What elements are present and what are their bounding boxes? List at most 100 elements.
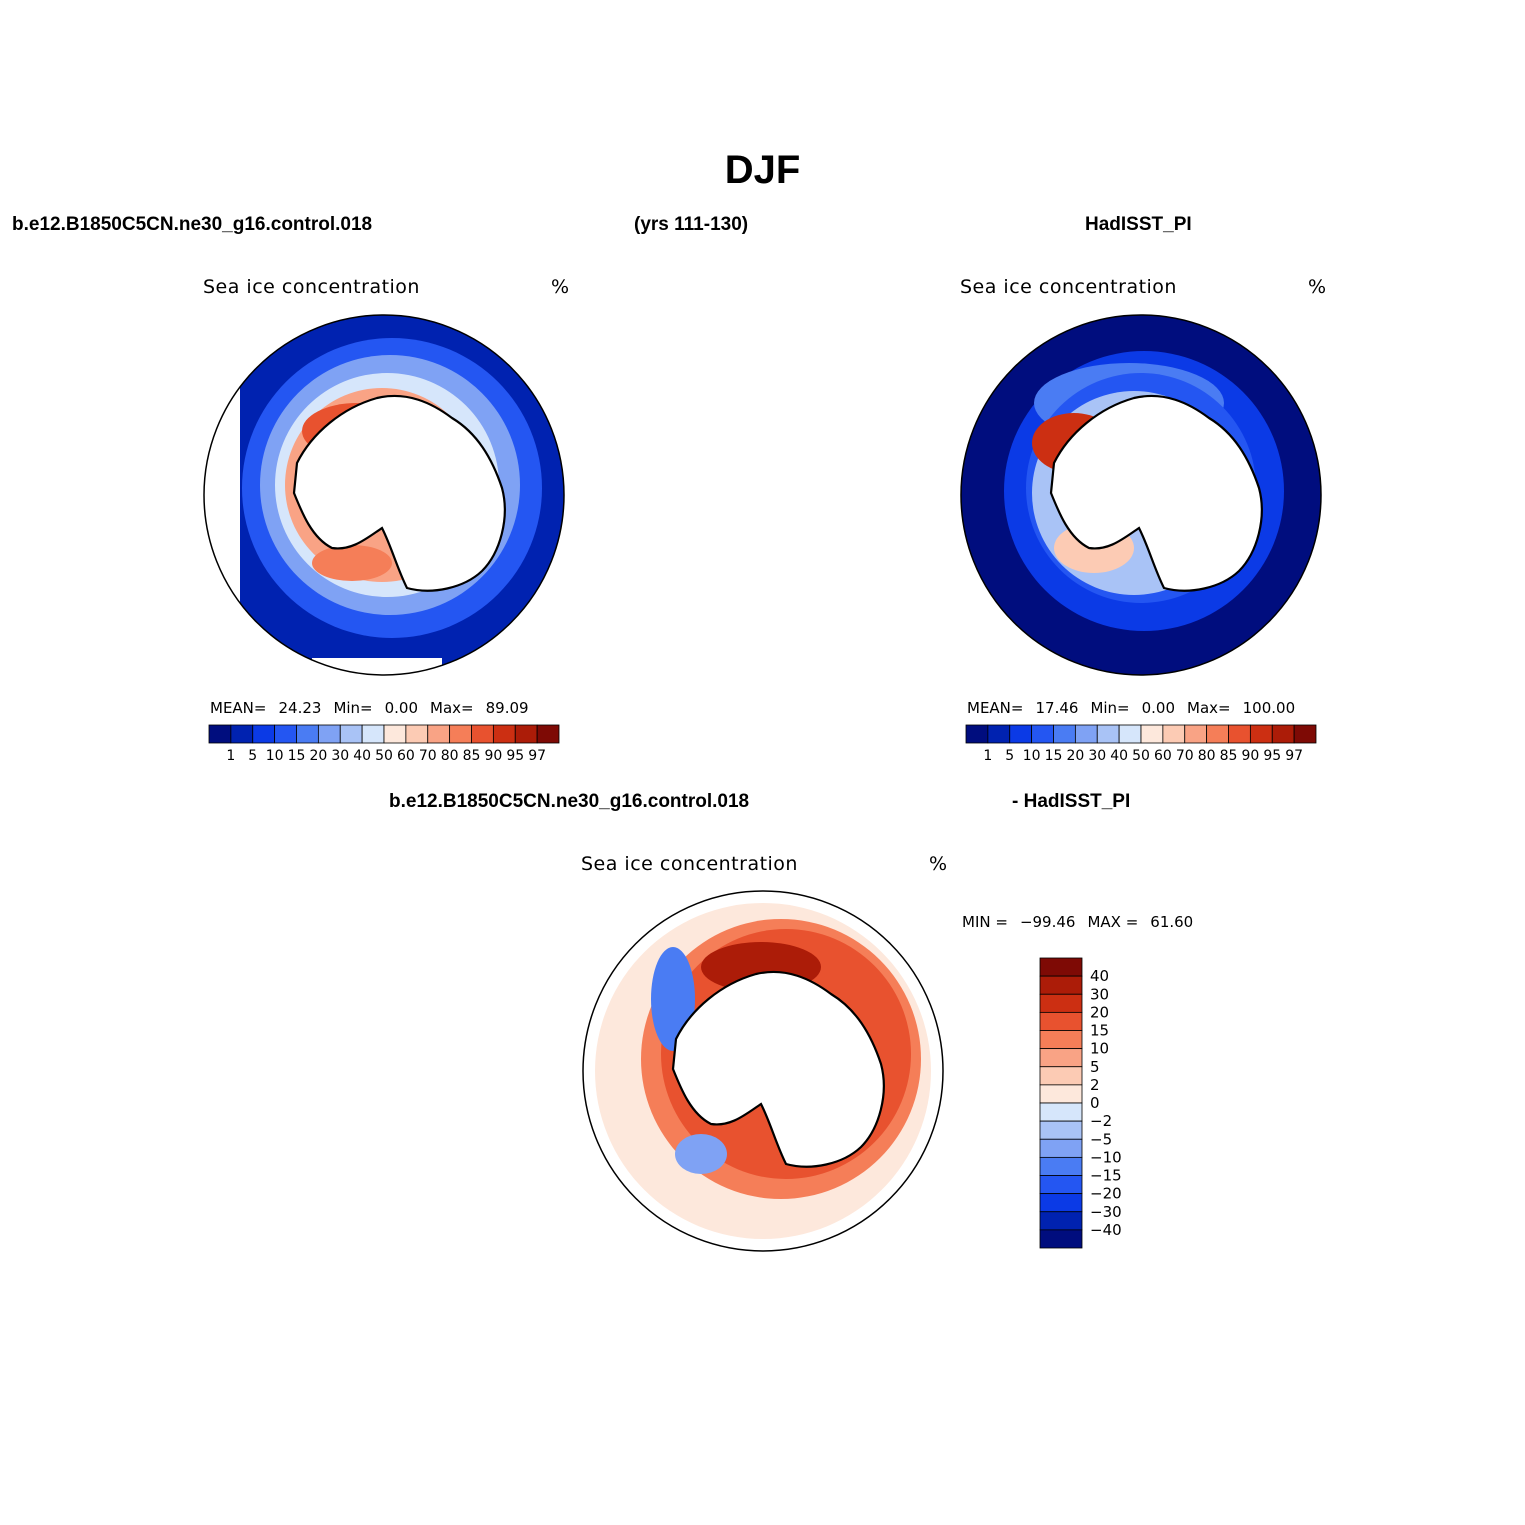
model-colorbar-box-7 (361, 724, 385, 744)
obs-colorbar-box-15 (1293, 724, 1317, 744)
diff-colorbar-tick: 20 (1090, 1003, 1109, 1021)
obs-colorbar-box-9 (1162, 724, 1186, 744)
model-colorbar-box-8 (383, 724, 407, 744)
diff-stats: MIN = −99.46 MAX = 61.60 (962, 913, 1194, 931)
obs-colorbar-tick: 80 (1197, 748, 1216, 764)
model-colorbar-tick: 5 (248, 748, 258, 764)
diff-colorbar-tick: −2 (1090, 1112, 1112, 1130)
model-colorbar-box-2 (252, 724, 276, 744)
diff-colorbar-tick: −10 (1090, 1148, 1122, 1166)
obs-colorbar-box-1 (987, 724, 1011, 744)
model-missing-west (204, 373, 240, 643)
obs-stats: MEAN= 17.46 Min= 0.00 Max= 100.00 (967, 699, 1296, 717)
model-colorbar-tick: 85 (462, 748, 481, 764)
diff-colorbar-box-0 (1039, 957, 1083, 977)
diff-colorbar-box-2 (1039, 993, 1083, 1013)
model-colorbar-box-13 (492, 724, 516, 744)
diff-colorbar-box-10 (1039, 1138, 1083, 1158)
obs-colorbar-box-2 (1009, 724, 1033, 744)
model-colorbar-box-15 (536, 724, 560, 744)
model-colorbar-tick: 1 (226, 748, 236, 764)
diff-colorbar-tick: 5 (1090, 1058, 1100, 1076)
diff-colorbar-tick: −20 (1090, 1185, 1122, 1203)
obs-colorbar-box-5 (1074, 724, 1098, 744)
diff-panel-units: % (929, 853, 948, 875)
model-colorbar-tick: 10 (265, 748, 284, 764)
model-colorbar-tick: 97 (528, 748, 547, 764)
diff-colorbar-tick: 2 (1090, 1076, 1100, 1094)
model-panel-title: Sea ice concentration (203, 276, 420, 298)
model-colorbar-tick: 50 (375, 748, 393, 764)
diff-colorbar-tick: −5 (1090, 1130, 1112, 1148)
diff-colorbar-tick: −40 (1090, 1221, 1122, 1239)
diff-colorbar-tick: 40 (1090, 967, 1109, 985)
obs-colorbar-box-8 (1140, 724, 1164, 744)
model-colorbar-box-5 (317, 724, 341, 744)
diff-colorbar-box-12 (1039, 1175, 1083, 1195)
figure-title: DJF (724, 148, 801, 192)
diff-colorbar-box-5 (1039, 1048, 1083, 1068)
diff-polar-map (582, 890, 944, 1252)
diff-colorbar-box-14 (1039, 1211, 1083, 1231)
obs-colorbar-tick: 15 (1044, 748, 1063, 764)
obs-colorbar-tick: 85 (1219, 748, 1238, 764)
obs-colorbar-tick: 95 (1263, 748, 1282, 764)
diff-colorbar-box-8 (1039, 1102, 1083, 1122)
diff-colorbar-box-13 (1039, 1193, 1083, 1213)
obs-name-label: HadISST_PI (1085, 214, 1192, 235)
model-colorbar-box-11 (449, 724, 472, 744)
model-panel-units: % (551, 276, 570, 298)
obs-colorbar-tick: 60 (1153, 748, 1172, 764)
obs-panel-title: Sea ice concentration (960, 276, 1177, 298)
model-colorbar-box-12 (471, 724, 494, 744)
model-colorbar-box-10 (427, 724, 451, 744)
diff-antarctica (671, 970, 885, 1168)
model-colorbar-ticks: 1 5 10 15 20 30 40 50 60 70 80 85 90 95 97 (208, 748, 560, 766)
diff-colorbar-box-6 (1039, 1066, 1083, 1086)
diff-colorbar-box-3 (1039, 1011, 1083, 1031)
model-polar-map (203, 314, 565, 676)
years-label: (yrs 111-130) (634, 214, 749, 235)
model-colorbar-box-6 (339, 724, 363, 744)
obs-colorbar-tick: 30 (1088, 748, 1107, 764)
diff-colorbar-box-15 (1039, 1229, 1083, 1249)
model-antarctica (292, 394, 506, 592)
model-colorbar-box-14 (514, 724, 538, 744)
diff-panel-title: Sea ice concentration (581, 853, 798, 875)
obs-colorbar-tick: 10 (1022, 748, 1041, 764)
model-colorbar-tick: 15 (287, 748, 306, 764)
model-ring-7 (312, 545, 392, 581)
obs-polar-map (960, 314, 1322, 676)
obs-colorbar-box-6 (1096, 724, 1120, 744)
diff-left-label: b.e12.B1850C5CN.ne30_g16.control.018 (389, 791, 750, 812)
model-colorbar-box-9 (405, 724, 429, 744)
obs-colorbar-tick: 20 (1066, 748, 1085, 764)
obs-colorbar-tick: 50 (1132, 748, 1150, 764)
diff-colorbar-box-4 (1039, 1030, 1083, 1050)
obs-colorbar (965, 724, 1317, 744)
diff-colorbar-box-9 (1039, 1120, 1083, 1140)
obs-colorbar-tick: 5 (1005, 748, 1015, 764)
case-name-label: b.e12.B1850C5CN.ne30_g16.control.018 (12, 214, 373, 235)
model-colorbar-tick: 90 (484, 748, 503, 764)
obs-colorbar-box-14 (1271, 724, 1295, 744)
diff-colorbar-box-7 (1039, 1084, 1083, 1104)
model-colorbar-tick: 20 (309, 748, 328, 764)
obs-panel-units: % (1308, 276, 1327, 298)
obs-colorbar-tick: 70 (1175, 748, 1194, 764)
obs-colorbar-box-3 (1031, 724, 1054, 744)
model-colorbar-tick: 80 (440, 748, 459, 764)
model-colorbar-box-4 (296, 724, 319, 744)
diff-colorbar-tick: 15 (1090, 1022, 1109, 1040)
model-colorbar-tick: 95 (506, 748, 525, 764)
diff-ring-7 (675, 1134, 727, 1174)
model-colorbar-tick: 70 (418, 748, 437, 764)
obs-colorbar-tick: 40 (1110, 748, 1129, 764)
diff-colorbar-tick: −15 (1090, 1167, 1122, 1185)
obs-antarctica (1049, 394, 1263, 592)
diff-colorbar-tick: 10 (1090, 1040, 1109, 1058)
obs-colorbar-box-7 (1118, 724, 1142, 744)
model-colorbar-box-0 (208, 724, 232, 744)
obs-colorbar-box-13 (1249, 724, 1273, 744)
